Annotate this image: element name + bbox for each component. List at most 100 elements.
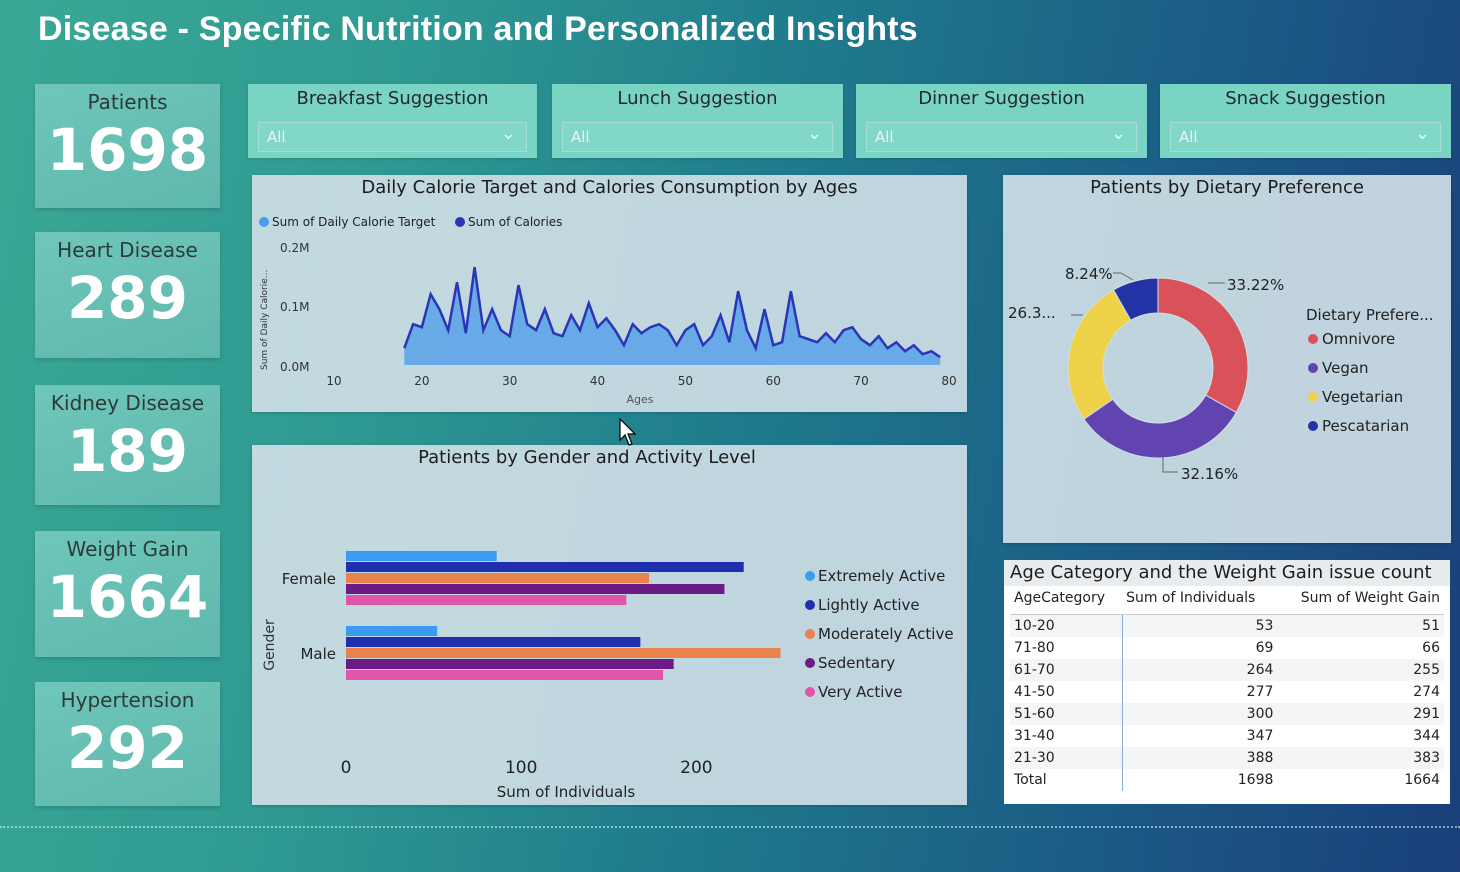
cell-individuals: 264 bbox=[1121, 659, 1278, 681]
bar[interactable] bbox=[346, 595, 627, 605]
chart-legend: Sum of Daily Calorie Target Sum of Calor… bbox=[259, 215, 562, 229]
table-row: 61-70 264 255 bbox=[1010, 659, 1444, 681]
legend-label: Sum of Calories bbox=[468, 215, 562, 229]
cell-individuals: 300 bbox=[1121, 703, 1278, 725]
cell-age: 51-60 bbox=[1010, 703, 1123, 725]
slicer-title: Lunch Suggestion bbox=[617, 88, 778, 109]
chevron-down-icon: ⌄ bbox=[1110, 123, 1126, 144]
donut-slice[interactable] bbox=[1157, 277, 1249, 414]
kpi-card-weight-gain[interactable]: Weight Gain 1664 bbox=[35, 531, 220, 657]
cell-weight-gain: 383 bbox=[1277, 747, 1444, 769]
legend-swatch bbox=[805, 571, 815, 581]
slicer-snack: Snack Suggestion All ⌄ bbox=[1160, 84, 1451, 158]
column-header[interactable]: Sum of Individuals bbox=[1122, 588, 1278, 615]
slicer-title: Breakfast Suggestion bbox=[296, 88, 489, 109]
snack-dropdown[interactable]: All ⌄ bbox=[1170, 122, 1441, 152]
chevron-down-icon: ⌄ bbox=[806, 123, 822, 144]
calorie-chart-panel[interactable]: Daily Calorie Target and Calories Consum… bbox=[252, 175, 967, 412]
kpi-value: 189 bbox=[66, 417, 189, 485]
y-tick: 0.2M bbox=[280, 241, 309, 255]
cell-total-individuals: 1698 bbox=[1121, 769, 1278, 791]
legend-swatch bbox=[805, 629, 815, 639]
bar[interactable] bbox=[346, 573, 650, 583]
cell-age: 71-80 bbox=[1014, 640, 1055, 656]
donut-slice[interactable] bbox=[1067, 289, 1132, 420]
kpi-value: 289 bbox=[66, 264, 189, 332]
legend-title: Dietary Prefere... bbox=[1306, 306, 1434, 324]
kpi-card-hypertension[interactable]: Hypertension 292 bbox=[35, 682, 220, 806]
slice-label: 8.24% bbox=[1065, 265, 1113, 283]
kpi-value: 1698 bbox=[46, 116, 209, 184]
legend-swatch bbox=[805, 687, 815, 697]
kpi-card-patients[interactable]: Patients 1698 bbox=[35, 84, 220, 208]
bar[interactable] bbox=[346, 626, 438, 636]
age-weight-table-panel[interactable]: Age Category and the Weight Gain issue c… bbox=[1004, 560, 1450, 804]
legend-label: Pescatarian bbox=[1322, 417, 1409, 435]
cell-age: 10-20 bbox=[1010, 614, 1123, 637]
cell-age: 31-40 bbox=[1014, 728, 1055, 744]
slice-label: 26.3... bbox=[1008, 304, 1056, 322]
dietary-pref-panel[interactable]: Patients by Dietary Preference 33.22% 32… bbox=[1003, 175, 1451, 543]
bar[interactable] bbox=[346, 670, 664, 680]
cell-weight-gain: 344 bbox=[1413, 728, 1440, 744]
cell-weight-gain: 66 bbox=[1422, 640, 1440, 656]
slice-labels: 33.22% 32.16% 26.3... 8.24% bbox=[1008, 265, 1284, 483]
cell-individuals: 277 bbox=[1121, 681, 1278, 703]
cell-individuals: 347 bbox=[1121, 725, 1278, 747]
table-row: 41-50 277 274 bbox=[1010, 681, 1444, 703]
chart-legend: Omnivore Vegan Vegetarian Pescatarian bbox=[1308, 330, 1409, 435]
donut-slice[interactable] bbox=[1083, 394, 1237, 459]
column-header[interactable]: AgeCategory bbox=[1010, 588, 1123, 615]
cell-weight-gain: 255 bbox=[1277, 659, 1444, 681]
cell-individuals: 388 bbox=[1121, 747, 1278, 769]
area-plot bbox=[403, 266, 941, 365]
age-weight-table: AgeCategory Sum of Individuals Sum of We… bbox=[1010, 588, 1444, 791]
breakfast-dropdown[interactable]: All ⌄ bbox=[258, 122, 527, 152]
x-tick: 100 bbox=[505, 758, 537, 778]
table-row: 71-80 69 66 bbox=[1010, 637, 1444, 659]
column-header[interactable]: Sum of Weight Gain bbox=[1277, 588, 1444, 615]
kpi-label: Weight Gain bbox=[66, 537, 189, 561]
bar[interactable] bbox=[346, 659, 674, 669]
bar-plot: Female Male bbox=[282, 551, 781, 680]
bar[interactable] bbox=[346, 562, 744, 572]
legend-swatch-calories bbox=[455, 217, 465, 227]
bar[interactable] bbox=[346, 648, 781, 658]
lunch-dropdown[interactable]: All ⌄ bbox=[562, 122, 833, 152]
legend-label: Very Active bbox=[818, 683, 903, 701]
bar[interactable] bbox=[346, 584, 725, 594]
bar[interactable] bbox=[346, 637, 641, 647]
kpi-card-kidney-disease[interactable]: Kidney Disease 189 bbox=[35, 385, 220, 505]
legend-swatch bbox=[1308, 363, 1318, 373]
x-tick: 200 bbox=[680, 758, 712, 778]
legend-label: Sum of Daily Calorie Target bbox=[272, 215, 436, 229]
legend-label: Extremely Active bbox=[818, 567, 945, 585]
line-calories bbox=[403, 267, 941, 359]
legend-label: Vegan bbox=[1322, 359, 1369, 377]
kpi-label: Hypertension bbox=[60, 688, 195, 712]
chart-legend: Extremely Active Lightly Active Moderately… bbox=[805, 567, 954, 701]
x-tick: 80 bbox=[941, 374, 956, 388]
legend-label: Moderately Active bbox=[818, 625, 954, 643]
dropdown-value: All bbox=[571, 128, 590, 146]
y-tick: 0.0M bbox=[280, 360, 309, 374]
chevron-down-icon: ⌄ bbox=[1414, 123, 1430, 144]
donut-plot bbox=[1067, 277, 1249, 459]
kpi-card-heart-disease[interactable]: Heart Disease 289 bbox=[35, 232, 220, 358]
table-row: 51-60 300 291 bbox=[1010, 703, 1444, 725]
gender-activity-panel[interactable]: Patients by Gender and Activity Level Ge… bbox=[252, 445, 967, 805]
donut-slice[interactable] bbox=[1112, 277, 1159, 321]
legend-swatch bbox=[1308, 392, 1318, 402]
legend-label: Vegetarian bbox=[1322, 388, 1403, 406]
bar[interactable] bbox=[346, 551, 497, 561]
slicer-title: Snack Suggestion bbox=[1225, 88, 1386, 109]
y-axis-label: Gender bbox=[262, 619, 278, 671]
legend-label: Omnivore bbox=[1322, 330, 1395, 348]
cell-individuals: 53 bbox=[1121, 614, 1278, 637]
cell-weight-gain: 291 bbox=[1277, 703, 1444, 725]
cell-weight-gain: 274 bbox=[1413, 684, 1440, 700]
dinner-dropdown[interactable]: All ⌄ bbox=[866, 122, 1137, 152]
slice-label: 32.16% bbox=[1181, 465, 1238, 483]
mouse-cursor-icon bbox=[619, 418, 637, 446]
slicer-title: Dinner Suggestion bbox=[918, 88, 1085, 109]
